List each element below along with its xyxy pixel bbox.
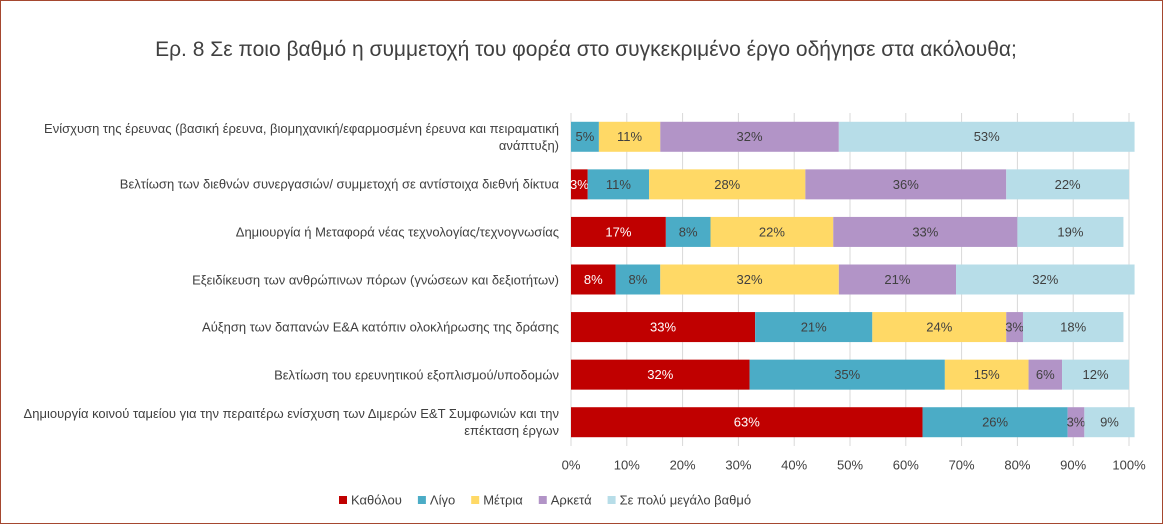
chart-title: Ερ. 8 Σε ποιο βαθμό η συμμετοχή του φορέ… — [155, 38, 1017, 61]
data-label: 32% — [647, 367, 673, 382]
bar-segment — [571, 216, 666, 247]
bar-segment — [1067, 407, 1085, 438]
legend-label: Σε πολύ μεγάλο βαθμό — [620, 492, 752, 507]
bar-segment — [571, 169, 588, 200]
data-label: 3% — [570, 177, 589, 192]
y-tick-label: Εξειδίκευση των ανθρώπινων πόρων (γνώσεω… — [192, 272, 559, 287]
data-label: 8% — [584, 272, 603, 287]
x-tick-label: 0% — [562, 457, 581, 472]
data-label: 33% — [912, 224, 938, 239]
data-label: 3% — [1005, 320, 1024, 335]
bar-segment — [1006, 169, 1129, 200]
x-tick-label: 80% — [1004, 457, 1030, 472]
data-label: 11% — [606, 177, 631, 192]
x-tick-label: 70% — [949, 457, 975, 472]
x-tick-label: 30% — [725, 457, 751, 472]
bar-segment — [1028, 359, 1063, 390]
data-label: 26% — [982, 415, 1008, 430]
bar-segment — [571, 264, 616, 295]
bar-segment — [872, 312, 1007, 343]
legend-label: Λίγο — [430, 492, 455, 507]
x-tick-label: 10% — [614, 457, 640, 472]
bar-segment — [571, 407, 923, 438]
legend-swatch — [339, 496, 347, 504]
data-label: 28% — [714, 177, 740, 192]
bar-segment — [587, 169, 650, 200]
data-label: 8% — [679, 224, 698, 239]
data-label: 9% — [1100, 415, 1119, 430]
x-tick-label: 60% — [893, 457, 919, 472]
data-label: 15% — [974, 367, 1000, 382]
bar-segment — [805, 169, 1007, 200]
bar-segment — [922, 407, 1068, 438]
bar-segment — [571, 121, 599, 152]
data-label: 3% — [1067, 415, 1086, 430]
bar-segment — [1006, 312, 1023, 343]
data-label: 21% — [884, 272, 910, 287]
y-tick-label: Βελτίωση των διεθνών συνεργασιών/ συμμετ… — [119, 176, 559, 192]
bar-segment — [660, 264, 839, 295]
legend-swatch — [417, 496, 426, 504]
x-tick-label: 40% — [781, 457, 807, 472]
data-label: 17% — [605, 224, 631, 239]
bar-segment — [838, 121, 1135, 152]
data-label: 24% — [926, 320, 952, 335]
data-label: 11% — [617, 129, 642, 144]
x-tick-label: 100% — [1112, 457, 1146, 472]
data-label: 12% — [1083, 367, 1109, 382]
legend-label: Μέτρια — [483, 492, 523, 507]
y-tick-label: Δημιουργία κοινού ταμείου για την περαιτ… — [23, 406, 559, 439]
x-tick-label: 90% — [1060, 457, 1086, 472]
data-label: 22% — [1055, 177, 1081, 192]
data-label: 6% — [1036, 367, 1055, 382]
data-label: 33% — [650, 320, 676, 335]
bar-segment — [833, 216, 1018, 247]
bar-segment — [598, 121, 661, 152]
bar-segment — [1022, 312, 1124, 343]
legend-swatch — [471, 496, 480, 504]
bar-segment — [944, 359, 1029, 390]
data-label: 5% — [576, 129, 595, 144]
data-label: 32% — [737, 272, 763, 287]
x-tick-label: 20% — [670, 457, 696, 472]
bar-segment — [1084, 407, 1135, 438]
bar-segment — [710, 216, 834, 247]
bar-segment — [665, 216, 711, 247]
bar-segment — [755, 312, 873, 343]
bar-segment — [1062, 359, 1129, 390]
bar-segment — [1017, 216, 1124, 247]
data-label: 8% — [629, 272, 648, 287]
bar-segment — [660, 121, 839, 152]
legend-label: Αρκετά — [551, 492, 592, 507]
bar-segment — [838, 264, 957, 295]
data-label: 63% — [734, 415, 760, 430]
bar-segment — [615, 264, 661, 295]
data-label: 18% — [1060, 320, 1086, 335]
data-label: 21% — [801, 320, 827, 335]
legend-swatch — [607, 496, 616, 504]
data-label: 19% — [1057, 224, 1083, 239]
data-label: 53% — [974, 129, 1000, 144]
legend-label: Καθόλου — [351, 492, 402, 507]
data-label: 36% — [893, 177, 919, 192]
y-tick-label: Δημιουργία ή Μεταφορά νέας τεχνολογίας/τ… — [235, 224, 559, 240]
data-label: 22% — [759, 224, 785, 239]
data-label: 35% — [834, 367, 860, 382]
data-label: 32% — [737, 129, 763, 144]
bar-segment — [956, 264, 1135, 295]
x-tick-label: 50% — [837, 457, 863, 472]
bar-segment — [749, 359, 945, 390]
legend-swatch — [538, 496, 547, 504]
y-tick-label: Βελτίωση του ερευνητικού εξοπλισμού/υποδ… — [274, 367, 559, 383]
y-tick-label: Αύξηση των δαπανών Ε&Α κατόπιν ολοκλήρωσ… — [202, 319, 559, 335]
bar-segment — [571, 312, 756, 343]
bar-segment — [571, 359, 750, 390]
data-label: 32% — [1032, 272, 1058, 287]
y-tick-label: Ενίσχυση της έρευνας (βασική έρευνα, βιο… — [44, 120, 559, 153]
bar-segment — [649, 169, 806, 200]
